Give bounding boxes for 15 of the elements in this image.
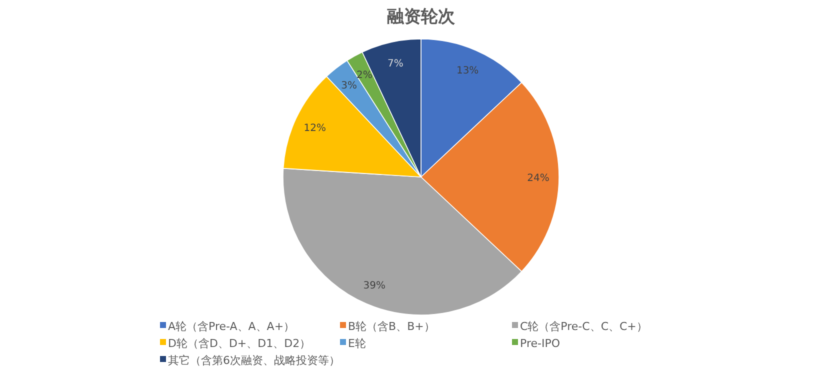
data-label: 7%: [387, 58, 404, 70]
legend-label: B轮（含B、B+）: [348, 320, 435, 333]
legend-label: 其它（含第6次融资、战略投资等）: [168, 354, 340, 367]
legend-label: C轮（含Pre-C、C、C+）: [520, 320, 648, 333]
data-label: 2%: [356, 70, 372, 82]
legend-label: E轮: [348, 337, 366, 350]
chart-title: 融资轮次: [387, 7, 456, 27]
data-label: 12%: [304, 123, 326, 134]
legend-label: A轮（含Pre-A、A、A+）: [168, 320, 295, 333]
data-label: 39%: [363, 280, 386, 292]
data-label: 3%: [341, 80, 358, 92]
data-label: 24%: [527, 173, 550, 184]
legend-label: D轮（含D、D+、D1、D2）: [168, 337, 311, 350]
data-label: 13%: [456, 65, 479, 76]
legend-label: Pre-IPO: [520, 337, 560, 350]
